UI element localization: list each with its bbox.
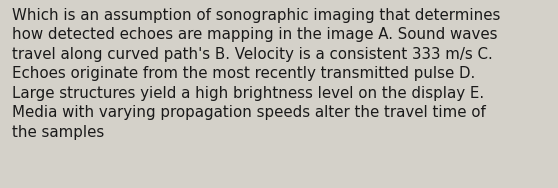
Text: Which is an assumption of sonographic imaging that determines
how detected echoe: Which is an assumption of sonographic im… bbox=[12, 8, 501, 140]
